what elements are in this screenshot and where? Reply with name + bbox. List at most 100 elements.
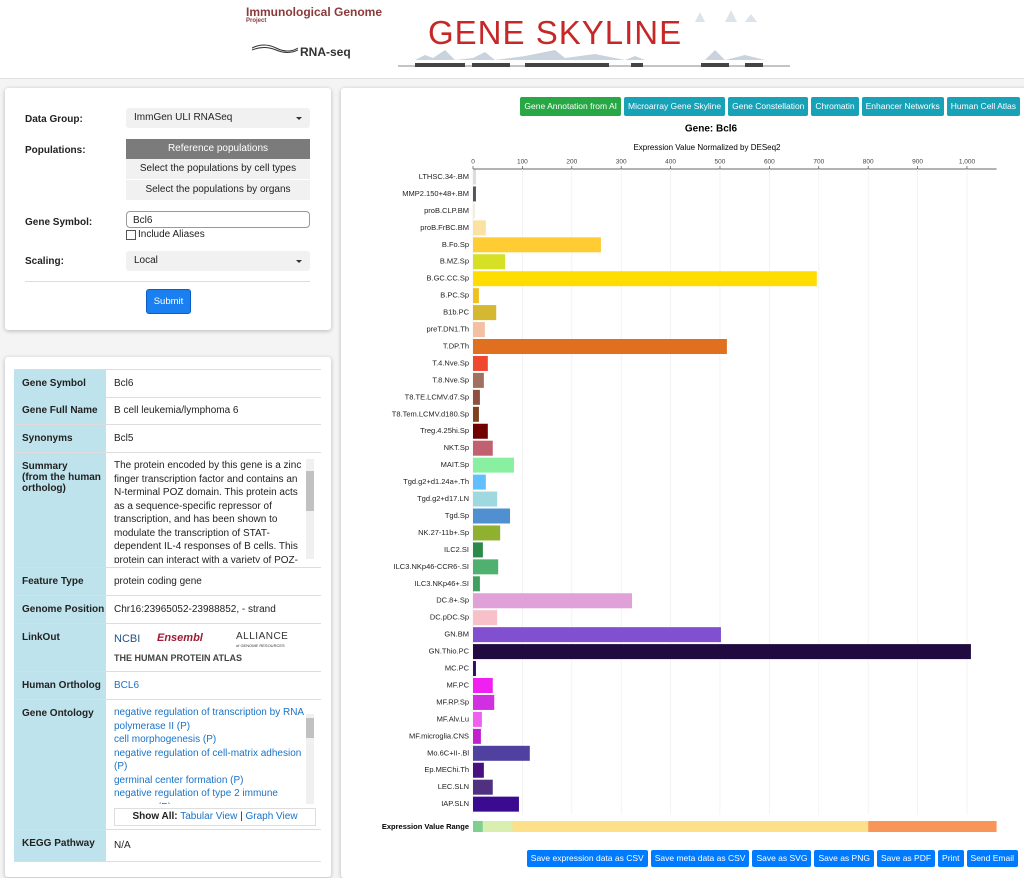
header: Immunological Genome Project RNA-seq GEN… (0, 0, 1024, 79)
row-label: Gene Full Name (14, 397, 106, 424)
y-tick-label: MF.microglia.CNS (409, 731, 469, 740)
row-value: Chr16:23965052-23988852, - strand (114, 604, 276, 615)
row-label: Gene Symbol (14, 370, 106, 397)
x-tick-label: 100 (517, 159, 528, 166)
chart: Gene: Bcl6 Expression Value Normalized b… (382, 124, 997, 832)
x-tick-label: 400 (665, 159, 676, 166)
row: Synonyms Bcl5 (14, 425, 321, 453)
button[interactable]: Save expression data as CSV (526, 850, 648, 867)
y-tick-label: LTHSC.34-.BM (419, 172, 469, 181)
scroll-thumb[interactable] (306, 471, 314, 511)
bar (473, 728, 481, 744)
go-item[interactable]: negative regulation of transcription by … (114, 707, 304, 732)
ensembl-logo[interactable]: Ensembl (157, 632, 203, 644)
row-label: Genome Position (14, 596, 106, 623)
y-tick-label: T.4.Nve.Sp (432, 358, 469, 367)
button[interactable]: Microarray Gene Skyline (624, 97, 726, 116)
bar (473, 627, 721, 643)
population-option[interactable]: Select the populations by cell types (126, 159, 310, 179)
bar (473, 457, 514, 473)
y-tick-label: Ep.MEChi.Th (424, 765, 469, 774)
graph-link[interactable]: Graph View (245, 811, 298, 822)
ortholog-link[interactable]: BCL6 (114, 680, 140, 691)
summary-text: The protein encoded by this gene is a zi… (114, 460, 302, 563)
y-tick-label: B1b.PC (443, 308, 469, 317)
y-tick-label: Mo.6C+II-.Bl (427, 748, 469, 757)
y-tick-label: B.Fo.Sp (442, 240, 469, 249)
logo-icon (252, 44, 298, 53)
x-tick-label: 500 (715, 159, 726, 166)
y-tick-label: B.GC.CC.Sp (426, 274, 469, 283)
row: KEGG Pathway N/A (14, 830, 321, 862)
y-tick-label: proB.FrBC.BM (420, 223, 469, 232)
bar (473, 678, 493, 693)
x-tick-label: 1,000 (959, 159, 976, 166)
label-sub: (from the human ortholog) (22, 472, 101, 494)
bar (473, 339, 727, 354)
go-item[interactable]: negative regulation of cell-matrix adhes… (114, 747, 302, 773)
ncbi-logo[interactable]: NCBI (114, 633, 141, 645)
button[interactable]: Human Cell Atlas (946, 97, 1020, 116)
label: Gene Symbol: (25, 217, 93, 228)
checkbox[interactable] (126, 230, 136, 240)
y-tick-label: MF.Alv.Lu (437, 714, 469, 723)
button[interactable]: Save meta data as CSV (650, 850, 750, 867)
row-value: Bcl6 (114, 378, 134, 389)
button[interactable]: Send Email (966, 850, 1018, 867)
label-text: Summary (22, 461, 68, 472)
x-tick-label: 200 (566, 159, 577, 166)
y-tick-label: B.MZ.Sp (440, 257, 469, 266)
range-segment (512, 821, 869, 832)
go-item[interactable]: germinal center formation (P) (114, 774, 244, 786)
bar (473, 423, 488, 439)
go-item[interactable]: negative regulation of type 2 immune res… (114, 788, 278, 804)
y-tick-label: NKT.Sp (444, 443, 469, 452)
population-option[interactable]: Reference populations (126, 139, 310, 159)
bar (473, 474, 486, 490)
y-tick-label: DC.pDC.Sp (430, 613, 469, 622)
x-tick-label: 300 (616, 159, 627, 166)
scaling-select[interactable]: Local (126, 251, 310, 271)
button[interactable]: Chromatin (811, 97, 859, 116)
button[interactable]: Save as SVG (752, 850, 812, 867)
row: LinkOut NCBI Ensembl ALLIANCE of GENOME … (14, 624, 321, 672)
y-tick-label: NK.27-11b+.Sp (418, 528, 469, 537)
row-value: Bcl5 (114, 433, 134, 444)
hpa-logo[interactable]: THE HUMAN PROTEIN ATLAS (114, 653, 242, 663)
range-segment (868, 821, 997, 832)
button[interactable]: Gene Constellation (728, 97, 809, 116)
bar (473, 186, 476, 202)
bar (473, 355, 488, 371)
row-label: KEGG Pathway (14, 830, 106, 861)
tabular-link[interactable]: Tabular View (180, 811, 238, 822)
button[interactable]: Save as PNG (814, 850, 874, 867)
go-item[interactable]: cell morphogenesis (P) (114, 734, 217, 745)
alliance-logo[interactable]: ALLIANCE (236, 631, 289, 642)
scroll-thumb[interactable] (306, 718, 314, 738)
row: Genome Position Chr16:23965052-23988852, … (14, 596, 321, 624)
y-tick-label: MF.PC (447, 680, 470, 689)
scrollbar[interactable] (306, 459, 314, 559)
row-label: Feature Type (14, 568, 106, 595)
row: Feature Type protein coding gene (14, 568, 321, 596)
x-tick-label: 700 (813, 159, 824, 166)
bar (473, 525, 501, 541)
x-tick-label: 600 (764, 159, 775, 166)
bar (473, 372, 484, 388)
gene-symbol-input[interactable]: Bcl6 (126, 211, 310, 228)
y-tick-label: MMP2.150+48+.BM (402, 189, 469, 198)
logo-title: Immunological Genome (246, 5, 383, 19)
submit-button[interactable]: Submit (146, 289, 191, 314)
population-option[interactable]: Select the populations by organs (126, 180, 310, 200)
alliance-sub: of GENOME RESOURCES (236, 643, 285, 648)
row-label: Gene Ontology (14, 700, 106, 829)
data-group-select[interactable]: ImmGen ULI RNASeq (126, 108, 310, 128)
button[interactable]: Gene Annotation from AI (520, 97, 622, 116)
button[interactable]: Enhancer Networks (861, 97, 944, 116)
button[interactable]: Save as PDF (876, 850, 936, 867)
button[interactable]: Print (938, 850, 964, 867)
bar (473, 220, 486, 236)
row: Summary (from the human ortholog) The pro… (14, 453, 321, 568)
row: Gene Symbol Bcl6 (14, 369, 321, 398)
scrollbar[interactable] (306, 714, 314, 804)
